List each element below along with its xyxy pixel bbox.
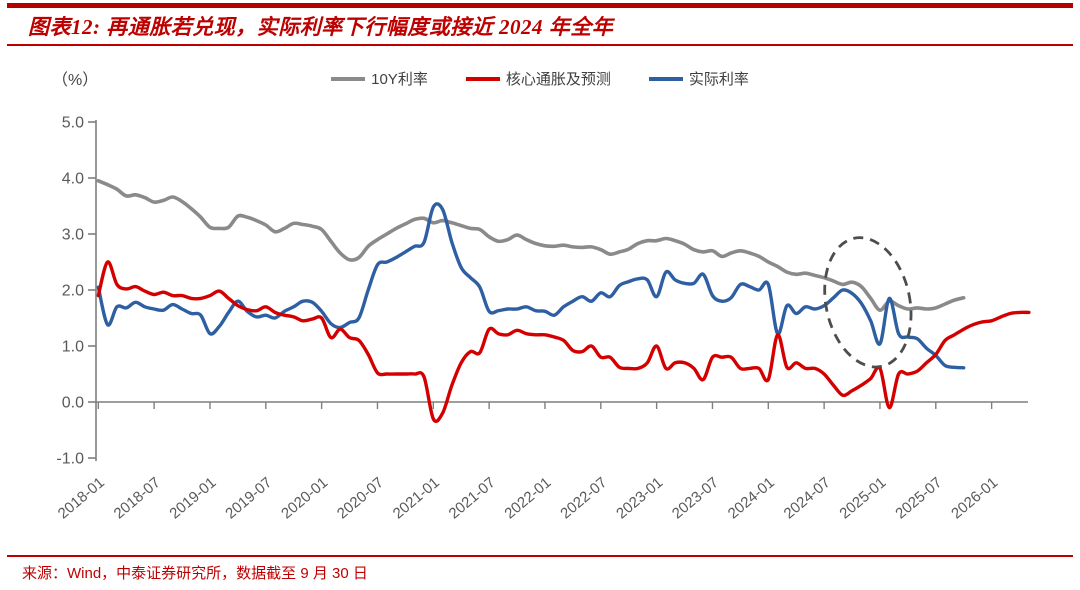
x-axis-tick-label: 2018-07 bbox=[111, 474, 164, 522]
y-axis-tick-label: 0.0 bbox=[62, 395, 84, 412]
series-line-0 bbox=[96, 179, 966, 312]
x-axis-tick-label: 2022-01 bbox=[501, 474, 554, 522]
x-axis-tick-label: 2025-07 bbox=[892, 474, 945, 522]
x-axis-tick-label: 2018-01 bbox=[55, 474, 108, 522]
y-axis-tick-label: 4.0 bbox=[62, 171, 84, 188]
highlight-ellipse-annotation bbox=[823, 236, 913, 369]
x-axis-tick-label: 2020-07 bbox=[334, 474, 387, 522]
x-axis-tick-label: 2020-01 bbox=[278, 474, 331, 522]
y-axis-tick-label: 2.0 bbox=[62, 283, 84, 300]
x-axis-tick-label: 2022-07 bbox=[557, 474, 610, 522]
title-underline bbox=[7, 44, 1073, 46]
y-axis-tick-label: 5.0 bbox=[62, 115, 84, 132]
x-axis-tick-label: 2019-07 bbox=[222, 474, 275, 522]
y-axis-unit-label: （%） bbox=[52, 72, 99, 89]
x-axis-tick-label: 2024-01 bbox=[725, 474, 778, 522]
y-axis-tick-label: 3.0 bbox=[62, 227, 84, 244]
x-axis-tick-label: 2024-07 bbox=[781, 474, 834, 522]
x-axis-tick-label: 2023-07 bbox=[669, 474, 722, 522]
figure-title: 图表12: 再通胀若兑现，实际利率下行幅度或接近 2024 年全年 bbox=[28, 15, 614, 39]
source-note: 来源：Wind，中泰证券研究所，数据截至 9 月 30 日 bbox=[22, 565, 368, 582]
x-axis-tick-label: 2019-01 bbox=[166, 474, 219, 522]
bottom-divider bbox=[7, 555, 1073, 557]
x-axis-tick-label: 2021-07 bbox=[446, 474, 499, 522]
series-line-1 bbox=[96, 202, 966, 370]
x-axis-tick-label: 2021-01 bbox=[390, 474, 443, 522]
y-axis-tick-label: -1.0 bbox=[56, 451, 84, 468]
top-divider bbox=[7, 3, 1073, 8]
y-axis-tick-label: 1.0 bbox=[62, 339, 84, 356]
x-axis-tick-label: 2023-01 bbox=[613, 474, 666, 522]
x-axis-tick-label: 2026-01 bbox=[948, 474, 1001, 522]
series-line-2 bbox=[96, 260, 1031, 423]
x-axis-tick-label: 2025-01 bbox=[836, 474, 889, 522]
